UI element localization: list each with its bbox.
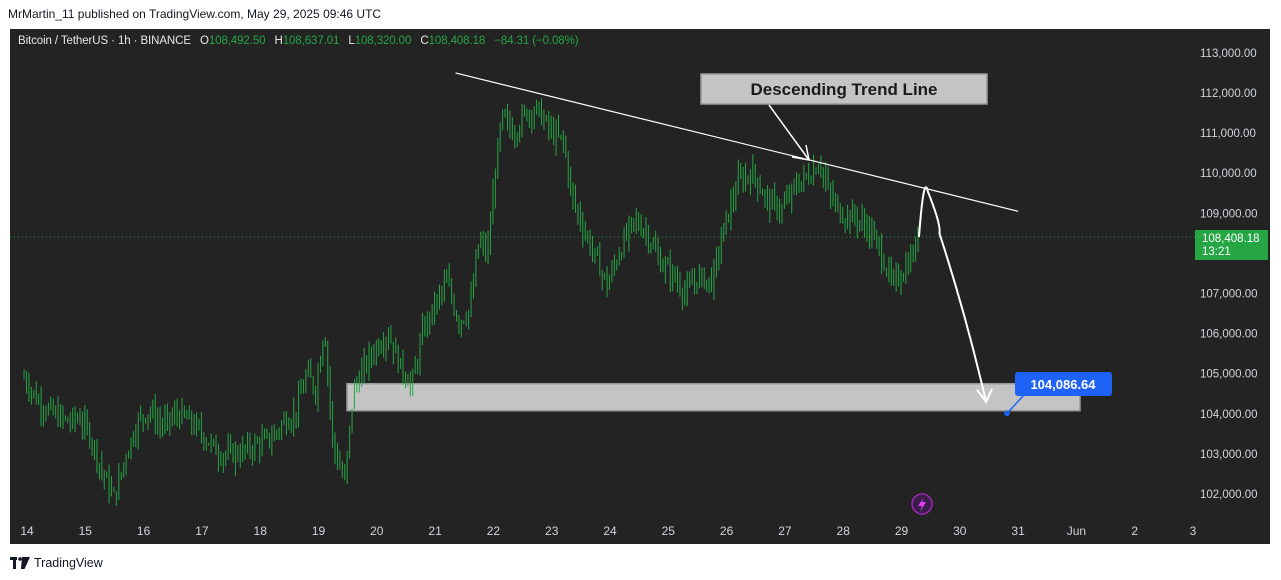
chart-frame[interactable]: 102,000.00 103,000.00 104,000.00 105,000.00… bbox=[10, 29, 1270, 544]
open-label: O bbox=[200, 35, 209, 47]
projection-arrowhead bbox=[976, 388, 993, 404]
symbol-name[interactable]: Bitcoin / TetherUS · 1h · BINANCE bbox=[18, 35, 191, 47]
trend-label-box bbox=[700, 73, 988, 105]
target-price-text: 104,086.64 bbox=[1030, 377, 1096, 392]
y-tick-label: 105,000.00 bbox=[1200, 369, 1258, 381]
y-tick-label: 103,000.00 bbox=[1200, 449, 1258, 461]
y-tick-label: 113,000.00 bbox=[1200, 48, 1257, 60]
close-label: C bbox=[420, 35, 429, 47]
change-value: −84.31 (−0.08%) bbox=[494, 35, 579, 47]
y-tick-label: 104,000.00 bbox=[1200, 409, 1258, 421]
footer: TradingView bbox=[10, 556, 103, 570]
y-tick-label: 111,000.00 bbox=[1200, 128, 1256, 140]
x-tick-label: 19 bbox=[312, 524, 326, 538]
x-tick-label: 24 bbox=[603, 524, 617, 538]
x-tick-label: 20 bbox=[370, 524, 384, 538]
x-tick-label: 17 bbox=[195, 524, 209, 538]
low-label: L bbox=[348, 35, 355, 47]
y-tick-label: 102,000.00 bbox=[1200, 489, 1258, 501]
y-tick-label: 107,000.00 bbox=[1200, 289, 1258, 301]
target-dot bbox=[1004, 410, 1010, 417]
support-zone bbox=[346, 382, 1081, 412]
target-pointer bbox=[1006, 394, 1025, 414]
y-tick-label: 109,000.00 bbox=[1200, 208, 1258, 220]
callout-arrowhead bbox=[791, 144, 810, 161]
x-tick-label: 16 bbox=[137, 524, 151, 538]
x-tick-label: Jun bbox=[1067, 524, 1086, 538]
tradingview-logo-icon bbox=[10, 557, 30, 569]
y-tick-label: 106,000.00 bbox=[1200, 329, 1258, 341]
x-tick-label: 30 bbox=[953, 524, 967, 538]
countdown-text: 13:21 bbox=[1202, 246, 1231, 258]
lightning-bolt bbox=[918, 497, 926, 512]
x-tick-label: 28 bbox=[837, 524, 851, 538]
projection-arrow bbox=[917, 186, 988, 402]
x-tick-label: 23 bbox=[545, 524, 559, 538]
target-price-tag bbox=[1015, 372, 1112, 396]
x-tick-label: 31 bbox=[1011, 524, 1025, 538]
last-price-text: 108,408.18 bbox=[1202, 233, 1260, 245]
x-tick-label: 22 bbox=[487, 524, 501, 538]
x-tick-label: 29 bbox=[895, 524, 909, 538]
callout-arrow bbox=[768, 104, 810, 161]
x-tick-label: 3 bbox=[1190, 524, 1197, 538]
x-tick-label: 18 bbox=[254, 524, 268, 538]
y-tick-label: 110,000.00 bbox=[1200, 168, 1257, 180]
x-tick-label: 2 bbox=[1131, 524, 1138, 538]
price-chart[interactable]: 102,000.00 103,000.00 104,000.00 105,000.00… bbox=[10, 29, 1270, 544]
symbol-legend[interactable]: Bitcoin / TetherUS · 1h · BINANCE O108,4… bbox=[18, 35, 579, 47]
footer-brand[interactable]: TradingView bbox=[34, 556, 103, 570]
high-value: 108,637.01 bbox=[282, 35, 340, 47]
trend-label-text: Descending Trend Line bbox=[750, 80, 937, 99]
x-tick-label: 27 bbox=[778, 524, 792, 538]
high-label: H bbox=[274, 35, 283, 47]
low-value: 108,320.00 bbox=[354, 35, 412, 47]
x-tick-label: 26 bbox=[720, 524, 734, 538]
y-tick-label: 112,000.00 bbox=[1200, 88, 1257, 100]
x-tick-label: 25 bbox=[662, 524, 676, 538]
x-tick-label: 15 bbox=[79, 524, 93, 538]
last-price-badge bbox=[1195, 230, 1268, 260]
close-value: 108,408.18 bbox=[428, 35, 486, 47]
open-value: 108,492.50 bbox=[208, 35, 266, 47]
x-tick-label: 14 bbox=[20, 524, 34, 538]
x-tick-label: 21 bbox=[428, 524, 442, 538]
publisher-line: MrMartin_11 published on TradingView.com… bbox=[8, 7, 382, 21]
